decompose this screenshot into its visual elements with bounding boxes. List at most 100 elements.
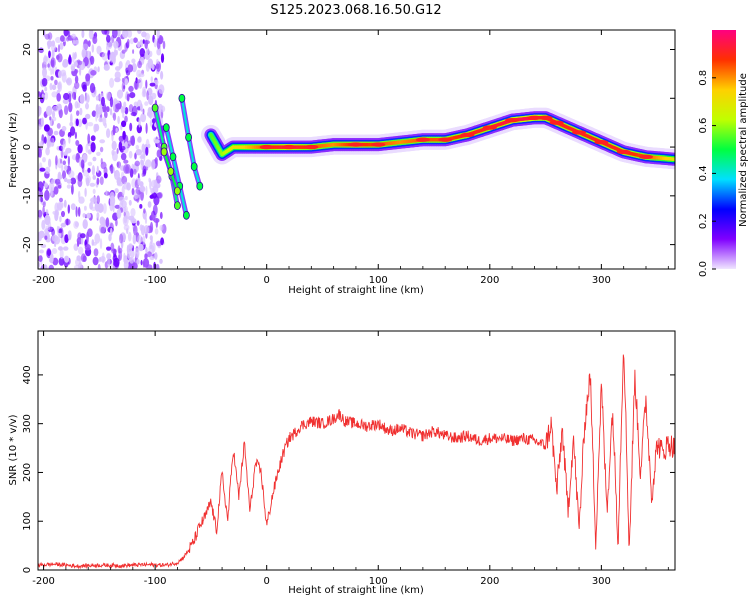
snr-x-ticks: -200 -100 0 100 200 300	[32, 331, 669, 587]
noise-blob	[38, 105, 42, 116]
noise-blob	[68, 102, 73, 113]
noise-blob	[115, 103, 122, 110]
noise-blob	[66, 184, 71, 189]
snr-frame	[37, 330, 676, 571]
snr-x-tick-label: 100	[369, 576, 388, 587]
noise-blob	[123, 215, 128, 224]
noise-blob	[62, 160, 66, 166]
spectrogram-frame	[37, 29, 676, 270]
noise-blob	[69, 121, 74, 127]
noise-blob	[62, 170, 66, 180]
noise-blob	[92, 156, 97, 162]
streak-node	[173, 201, 181, 211]
noise-blob	[70, 65, 76, 72]
noise-blob	[58, 70, 62, 79]
noise-blob	[67, 155, 70, 166]
spectrogram-x-ticks: -200 -100 0 100 200 300	[32, 30, 669, 286]
noise-blob	[81, 30, 85, 38]
noise-blob	[63, 177, 68, 182]
noise-blob	[91, 44, 95, 53]
noise-blob	[90, 55, 95, 65]
noise-blob	[116, 177, 122, 186]
noise-blob	[129, 257, 135, 264]
noise-blob	[52, 257, 59, 266]
noise-blob	[133, 101, 139, 108]
noise-blob	[133, 37, 138, 43]
noise-blob	[142, 165, 147, 175]
snr-x-axis-label: Height of straight line (km)	[288, 585, 424, 596]
noise-blob	[64, 105, 69, 115]
noise-blob	[54, 209, 60, 217]
noise-blob	[147, 111, 151, 117]
noise-blob	[141, 143, 146, 154]
noise-blob	[123, 252, 126, 261]
noise-blob	[127, 30, 133, 38]
noise-blob	[144, 32, 150, 41]
noise-blob	[82, 43, 89, 50]
spectrogram-y-axis-label: Frequency (Hz)	[8, 112, 19, 188]
noise-blob	[99, 176, 104, 185]
noise-blob	[97, 106, 103, 115]
ridge-peak	[304, 144, 319, 150]
noise-blob	[63, 30, 69, 37]
snr-y-tick-label: 300	[22, 414, 33, 433]
noise-blob	[85, 102, 89, 110]
noise-blob	[116, 208, 122, 219]
noise-blob	[147, 201, 152, 208]
streak-node	[160, 147, 168, 157]
noise-blob	[77, 60, 83, 66]
noise-blob	[74, 39, 80, 45]
noise-blob	[55, 155, 58, 166]
ridge-peak	[282, 144, 296, 150]
noise-blob	[43, 136, 47, 144]
noise-blob	[135, 149, 142, 156]
noise-blob	[64, 150, 68, 156]
noise-blob	[156, 30, 160, 39]
noise-blob	[93, 248, 99, 257]
noise-blob	[136, 259, 140, 265]
noise-blob	[79, 93, 85, 105]
noise-blob	[112, 30, 118, 39]
noise-blob	[91, 165, 95, 176]
noise-blob	[87, 167, 91, 173]
snr-x-tick-label: 0	[264, 576, 270, 587]
noise-blob	[38, 47, 44, 54]
noise-blob	[51, 91, 58, 98]
colorbar-tick-label: 0.8	[698, 70, 709, 86]
noise-blob	[70, 126, 76, 136]
noise-blob	[51, 248, 58, 254]
noise-blob	[153, 179, 158, 188]
noise-blob	[120, 200, 124, 206]
ridge-peak	[527, 115, 542, 121]
noise-blob	[87, 133, 91, 144]
noise-blob	[122, 112, 125, 119]
noise-blob	[160, 53, 165, 63]
snr-y-ticks: 0 100 200 300 400	[22, 365, 675, 573]
noise-blob	[145, 159, 152, 168]
noise-blob	[67, 230, 72, 241]
noise-blob	[95, 95, 99, 101]
noise-blob	[130, 208, 136, 217]
noise-blob	[129, 38, 134, 45]
noise-blob	[58, 231, 62, 238]
noise-blob	[149, 235, 153, 241]
noise-blob	[62, 60, 68, 68]
noise-blob	[124, 205, 128, 213]
noise-blob	[44, 91, 49, 100]
noise-blob	[113, 257, 120, 268]
noise-blob	[142, 108, 145, 115]
noise-blob	[124, 115, 128, 123]
noise-blob	[143, 208, 146, 214]
noise-blob	[129, 122, 133, 132]
ridge-peak	[371, 142, 386, 147]
spectrogram-x-tick-label: 100	[369, 275, 388, 286]
noise-blob	[121, 146, 126, 151]
noise-blob	[87, 228, 93, 238]
noise-blob	[42, 201, 46, 208]
noise-blob	[109, 108, 113, 116]
noise-blob	[124, 196, 128, 201]
noise-blob	[50, 186, 53, 198]
noise-blob	[57, 174, 63, 180]
noise-blob	[75, 140, 80, 146]
noise-blob	[42, 67, 47, 78]
